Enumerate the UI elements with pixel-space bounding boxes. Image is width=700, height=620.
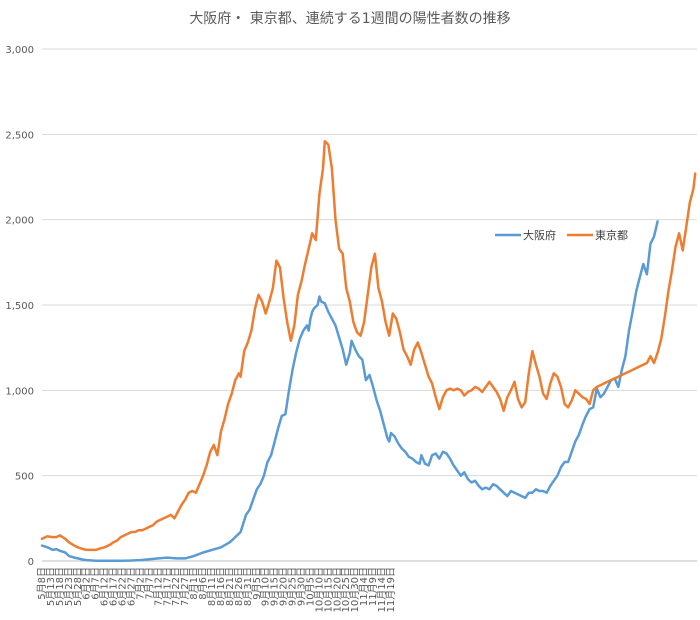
x-tick-label: 11月9日 <box>367 567 379 606</box>
x-tick-label: 11月14日 <box>376 567 388 612</box>
x-tick-label: 8月11日 <box>206 567 218 606</box>
x-tick-label: 9月5日 <box>251 567 263 600</box>
x-tick-label: 7月22日 <box>170 567 182 606</box>
gridlines <box>42 48 697 562</box>
x-tick-label: 10月30日 <box>349 567 361 612</box>
x-tick-label: 9月30日 <box>295 567 307 606</box>
x-tick-label: 8月26日 <box>233 567 245 606</box>
legend-label: 東京都 <box>595 228 628 242</box>
x-tick-label: 6月27日 <box>125 567 137 606</box>
x-tick-label: 6月12日 <box>99 567 111 606</box>
legend-label: 大阪府 <box>523 228 556 242</box>
x-tick-label: 5月13日 <box>45 567 57 606</box>
x-tick-label: 8月1日 <box>188 567 200 600</box>
y-tick-label: 500 <box>15 472 34 483</box>
y-axis-tick-labels: 0 500 1,000 1,500 2,000 2,500 3,000 <box>5 45 34 568</box>
x-tick-label: 8月21日 <box>224 567 236 606</box>
x-tick-label: 6月17日 <box>108 567 120 606</box>
x-tick-label: 10月15日 <box>322 567 334 612</box>
y-tick-label: 3,000 <box>5 45 34 56</box>
y-tick-label: 2,500 <box>5 130 34 141</box>
x-tick-label: 11月4日 <box>358 567 370 606</box>
x-tick-label: 10月25日 <box>340 567 352 612</box>
x-tick-label: 9月20日 <box>278 567 290 606</box>
y-tick-label: 1,000 <box>5 386 34 397</box>
y-tick-label: 1,500 <box>5 301 34 312</box>
x-tick-label: 8月31日 <box>242 567 254 606</box>
series-line-東京都 <box>40 139 697 552</box>
x-tick-label: 5月8日 <box>36 567 48 600</box>
x-tick-label: 10月20日 <box>331 567 343 612</box>
x-tick-label: 7月2日 <box>134 567 146 600</box>
series-lines <box>40 139 697 562</box>
x-tick-label: 10月5日 <box>304 567 316 606</box>
y-tick-label: 2,000 <box>5 216 34 227</box>
x-tick-label: 7月7日 <box>143 567 155 600</box>
x-tick-label: 9月10日 <box>260 567 272 606</box>
x-tick-label: 5月18日 <box>54 567 66 606</box>
y-tick-label: 0 <box>28 557 34 568</box>
chart-title: 大阪府・ 東京都、連続する1週間の陽性者数の推移 <box>189 11 511 27</box>
x-tick-label: 7月27日 <box>179 567 191 606</box>
x-tick-label: 8月6日 <box>197 567 209 600</box>
x-tick-label: 6月22日 <box>117 567 129 606</box>
series-line-大阪府 <box>40 220 659 562</box>
x-tick-label: 7月12日 <box>152 567 164 606</box>
x-tick-label: 5月23日 <box>63 567 75 606</box>
x-tick-label: 7月17日 <box>161 567 173 606</box>
x-tick-label: 9月15日 <box>269 567 281 606</box>
x-tick-label: 5月28日 <box>72 567 84 606</box>
legend: 大阪府 東京都 <box>495 228 628 242</box>
x-tick-label: 9月25日 <box>287 567 299 606</box>
x-tick-label: 6月7日 <box>90 567 102 600</box>
x-tick-label: 8月16日 <box>215 567 227 606</box>
x-tick-label: 6月2日 <box>81 567 93 600</box>
x-tick-label: 11月19日 <box>385 567 397 612</box>
x-axis-tick-labels: 5月8日5月13日5月18日5月23日5月28日6月2日6月7日6月12日6月1… <box>36 567 397 612</box>
x-tick-label: 10月10日 <box>313 567 325 612</box>
